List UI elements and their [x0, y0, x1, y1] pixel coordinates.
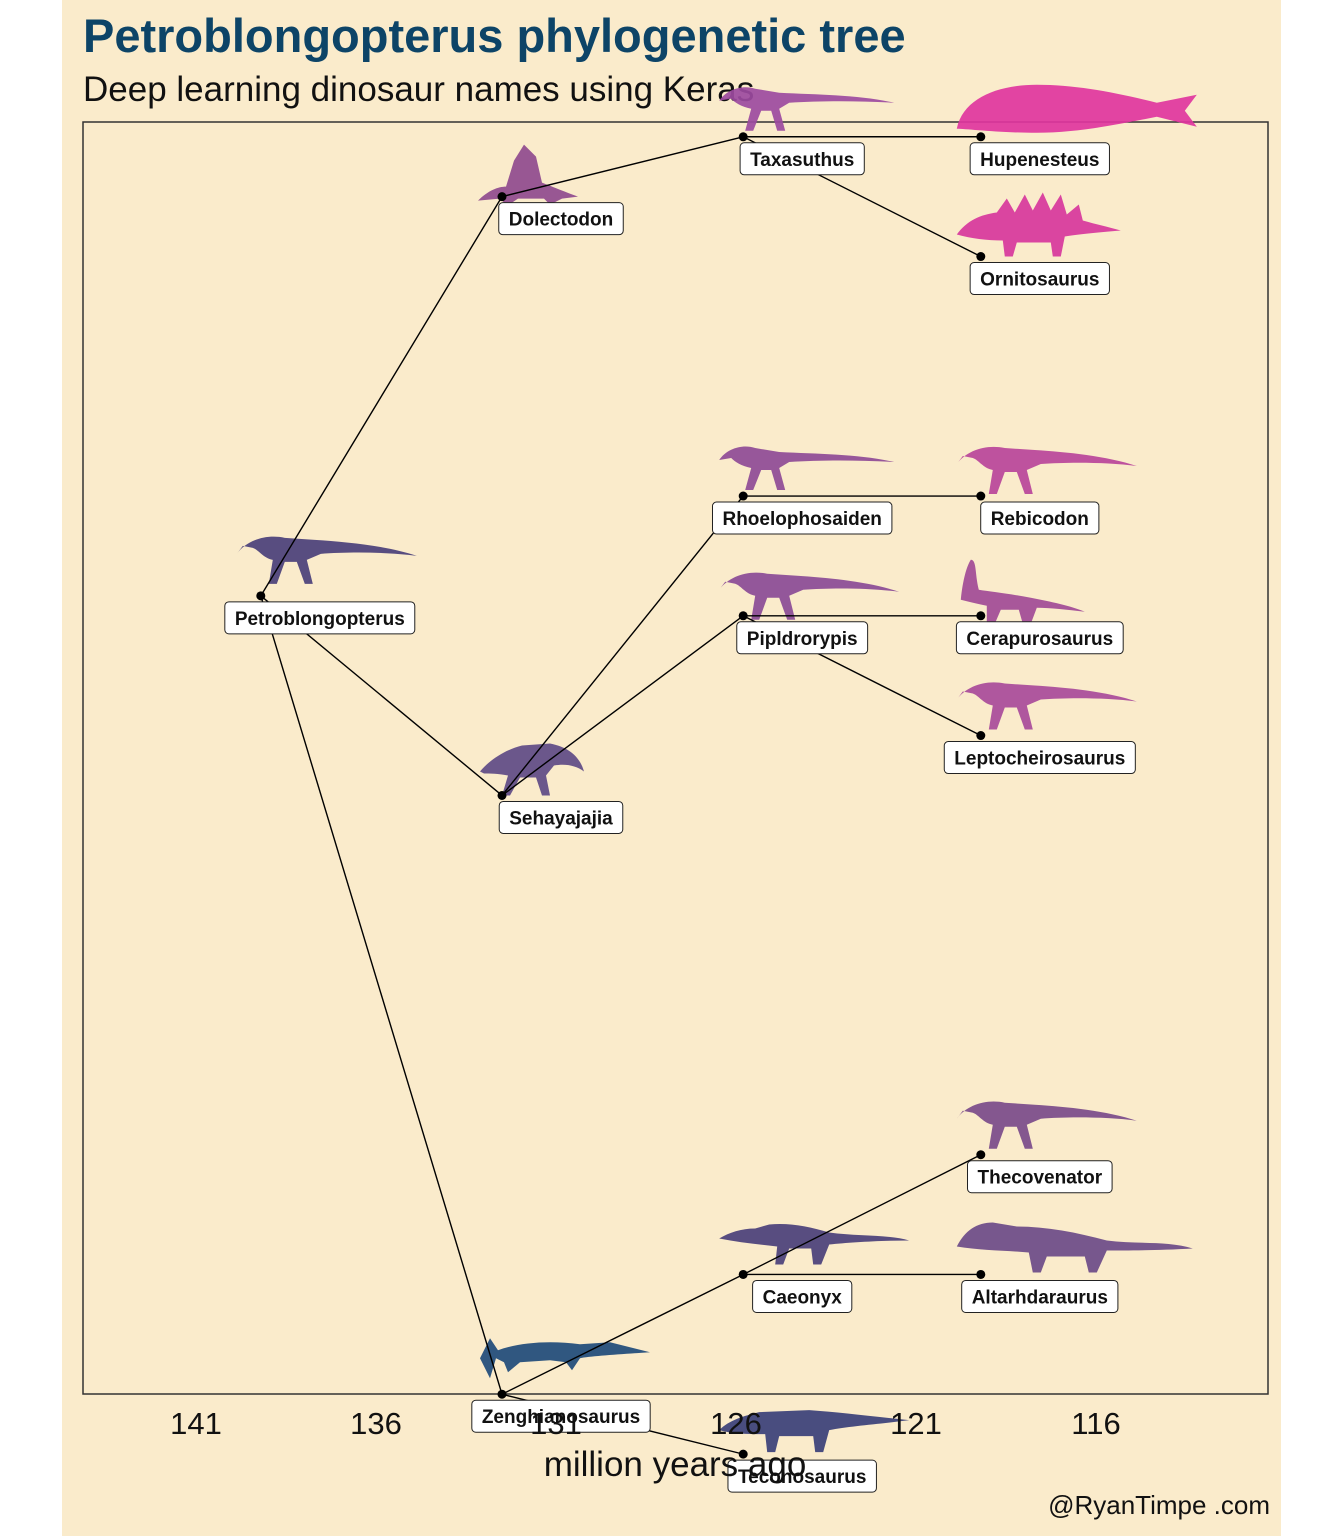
node-label-cerapurosaurus: Cerapurosaurus [955, 621, 1124, 655]
svg-text:Zenghianosaurus: Zenghianosaurus [482, 1407, 640, 1428]
x-tick-label-136: 136 [350, 1406, 402, 1441]
edge-petroblongopterus-dolectodon [260, 196, 503, 597]
x-axis: 141 136 131 126 121 116 [170, 1406, 1121, 1441]
svg-text:Rebicodon: Rebicodon [991, 509, 1089, 530]
node-label-thecovenator: Thecovenator [967, 1160, 1113, 1194]
node-label-altarhdaraurus: Altarhdaraurus [961, 1279, 1119, 1313]
node-point-zenghianosaurus [497, 1389, 507, 1399]
node-label-zenghianosaurus: Zenghianosaurus [471, 1399, 651, 1433]
svg-text:Cerapurosaurus: Cerapurosaurus [966, 629, 1113, 650]
node-point-dolectodon [497, 192, 507, 202]
svg-text:Altarhdaraurus: Altarhdaraurus [972, 1287, 1108, 1308]
svg-text:Petroblongopterus: Petroblongopterus [235, 609, 405, 630]
node-label-ornitosaurus: Ornitosaurus [969, 262, 1110, 296]
edge-caeonyx-thecovenator [742, 1154, 982, 1276]
edge-layer [260, 136, 982, 1455]
silhouette-hupenesteus [956, 84, 1197, 133]
node-point-thecovenator [976, 1150, 986, 1160]
silhouette-ornitosaurus [956, 192, 1121, 257]
node-label-pipldrorypis: Pipldrorypis [736, 621, 869, 655]
silhouette-altarhdaraurus [956, 1222, 1193, 1273]
node-label-leptocheirosaurus: Leptocheirosaurus [943, 741, 1136, 775]
node-label-rhoelophosaiden: Rhoelophosaiden [711, 501, 893, 535]
node-point-hupenesteus [976, 132, 986, 142]
x-tick-label-121: 121 [890, 1406, 942, 1441]
silhouette-teconosaurus [719, 1410, 910, 1453]
edge-petroblongopterus-zenghianosaurus [260, 595, 503, 1395]
edge-dolectodon-taxasuthus [501, 136, 744, 198]
x-axis-title: million years ago [544, 1445, 807, 1484]
edge-zenghianosaurus-caeonyx [501, 1273, 744, 1395]
silhouette-pipldrorypis [719, 572, 900, 620]
silhouette-cerapurosaurus [960, 559, 1085, 624]
svg-text:Dolectodon: Dolectodon [509, 210, 614, 231]
x-tick-label-131: 131 [530, 1406, 582, 1441]
plot-border [82, 121, 1269, 1395]
x-tick-label-141: 141 [170, 1406, 222, 1441]
silhouette-rhoelophosaiden [719, 446, 895, 491]
node-label-taxasuthus: Taxasuthus [739, 142, 865, 176]
svg-text:Thecovenator: Thecovenator [978, 1168, 1103, 1189]
svg-text:Rhoelophosaiden: Rhoelophosaiden [722, 509, 881, 530]
svg-text:Caeonyx: Caeonyx [763, 1287, 843, 1308]
edge-sehayajajia-pipldrorypis [501, 615, 744, 797]
node-point-petroblongopterus [256, 591, 266, 601]
node-point-rebicodon [976, 491, 986, 501]
silhouette-sehayajajia [480, 743, 584, 796]
silhouette-layer [236, 84, 1197, 1453]
svg-text:Hupenesteus: Hupenesteus [980, 150, 1099, 171]
silhouette-dolectodon [478, 144, 578, 203]
node-point-rhoelophosaiden [738, 491, 748, 501]
silhouette-thecovenator [956, 1101, 1137, 1149]
node-label-hupenesteus: Hupenesteus [969, 142, 1110, 176]
silhouette-zenghianosaurus [480, 1338, 650, 1379]
node-label-dolectodon: Dolectodon [498, 202, 624, 236]
svg-text:Ornitosaurus: Ornitosaurus [980, 270, 1099, 291]
node-point-teconosaurus [738, 1449, 748, 1459]
silhouette-rebicodon [956, 446, 1137, 495]
node-point-pipldrorypis [738, 611, 748, 621]
svg-text:Teconosaurus: Teconosaurus [738, 1467, 866, 1488]
svg-text:Taxasuthus: Taxasuthus [750, 150, 854, 171]
node-label-petroblongopterus: Petroblongopterus [224, 601, 416, 635]
silhouette-caeonyx [719, 1223, 910, 1265]
node-point-taxasuthus [738, 132, 748, 142]
node-point-caeonyx [738, 1269, 748, 1279]
silhouette-leptocheirosaurus [956, 682, 1137, 730]
edge-sehayajajia-rhoelophosaiden [501, 495, 744, 796]
silhouette-petroblongopterus [236, 536, 417, 584]
node-point-cerapurosaurus [976, 611, 986, 621]
node-point-ornitosaurus [976, 252, 986, 262]
node-label-layer: Petroblongopterus Dolectodon Sehayajajia Ze… [224, 142, 1136, 1493]
silhouette-taxasuthus [719, 87, 895, 131]
x-tick-label-116: 116 [1071, 1406, 1120, 1441]
node-point-layer [256, 132, 986, 1459]
svg-text:Leptocheirosaurus: Leptocheirosaurus [954, 749, 1125, 770]
node-label-sehayajajia: Sehayajajia [498, 800, 624, 834]
node-point-altarhdaraurus [976, 1269, 986, 1279]
node-label-rebicodon: Rebicodon [980, 501, 1100, 535]
node-label-teconosaurus: Teconosaurus [727, 1459, 877, 1493]
chart-title: Petroblongopterus phylogenetic tree [83, 9, 906, 62]
svg-text:Pipldrorypis: Pipldrorypis [747, 629, 858, 650]
node-point-sehayajajia [497, 790, 507, 800]
node-label-caeonyx: Caeonyx [752, 1279, 853, 1313]
chart-subtitle: Deep learning dinosaur names using Keras [83, 70, 755, 109]
node-point-leptocheirosaurus [976, 731, 986, 741]
x-tick-label-126: 126 [710, 1406, 762, 1441]
caption: @RyanTimpe .com [1048, 1490, 1270, 1520]
svg-text:Sehayajajia: Sehayajajia [509, 808, 613, 829]
